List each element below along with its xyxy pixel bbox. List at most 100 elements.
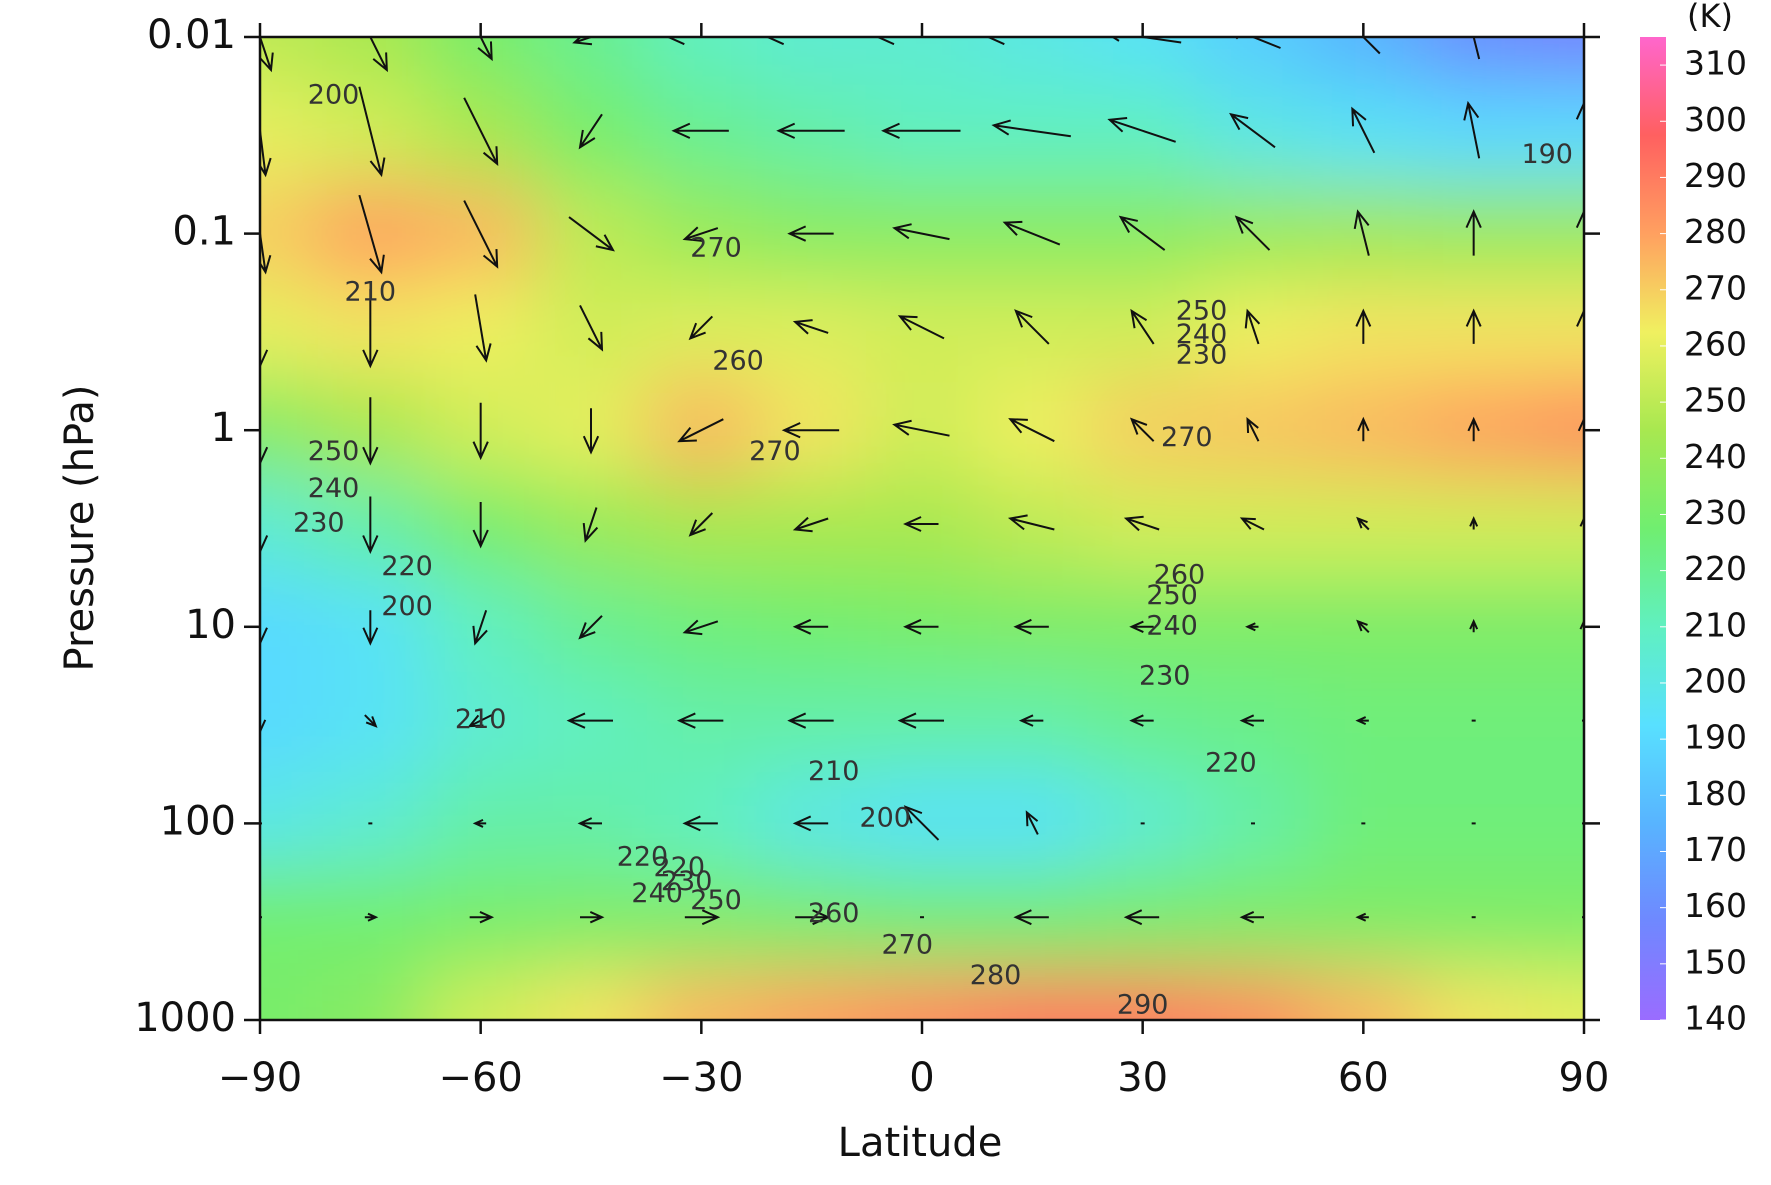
- wind-arrow: [1579, 618, 1584, 633]
- field-cell: [1528, 968, 1584, 1020]
- contour-label: 220: [653, 852, 705, 883]
- wind-arrow: [260, 397, 269, 466]
- contour-label: 260: [808, 898, 860, 929]
- wind-arrow: [362, 496, 379, 554]
- field-cell: [756, 575, 867, 674]
- contour-label: 240: [631, 878, 683, 909]
- field-cell: [646, 477, 757, 576]
- wind-arrow: [897, 712, 944, 729]
- field-cell: [756, 378, 867, 478]
- field-cell: [756, 280, 867, 379]
- contour-label: 250: [308, 436, 360, 467]
- wind-arrow: [472, 818, 487, 828]
- field-fill: [260, 37, 1584, 1020]
- field-cell: [866, 37, 978, 84]
- wind-arrow: [1465, 209, 1482, 256]
- y-tick-label: 0.1: [172, 209, 236, 255]
- wind-arrow: [1123, 515, 1160, 532]
- wind-arrow: [1118, 215, 1166, 251]
- field-cell: [1087, 378, 1198, 478]
- field-cell: [756, 968, 867, 1020]
- wind-arrow: [1013, 618, 1049, 635]
- wind-arrow: [463, 200, 499, 269]
- field-cell: [1087, 280, 1198, 379]
- field-cell: [260, 37, 316, 84]
- field-cell: [866, 83, 978, 183]
- contour-label: 240: [1146, 610, 1198, 641]
- wind-arrow: [795, 909, 831, 926]
- colorbar-tick-label: 270: [1684, 268, 1747, 307]
- wind-arrow: [1467, 416, 1480, 442]
- field-cell: [1087, 673, 1198, 773]
- contour-label: 240: [1176, 319, 1228, 350]
- field-cell: [866, 772, 978, 871]
- field-cell: [1418, 968, 1529, 1020]
- field-cell: [866, 280, 978, 379]
- x-tick-label: 0: [909, 1055, 934, 1101]
- wind-arrow: [1107, 117, 1176, 143]
- field-cell: [1528, 37, 1584, 84]
- field-cell: [1087, 870, 1198, 969]
- colorbar-tick-label: 160: [1684, 886, 1747, 925]
- field-cell: [866, 968, 978, 1020]
- field-cell: [1197, 772, 1309, 871]
- field-cell: [1418, 37, 1529, 84]
- wind-arrow: [1013, 909, 1049, 926]
- contour-labels: 2002102702502402302202002102602202102002…: [293, 80, 1573, 1021]
- contour-label: 250: [690, 885, 742, 916]
- wind-arrow: [684, 909, 721, 926]
- field-cell: [535, 280, 647, 379]
- field-cell: [425, 182, 536, 281]
- wind-arrow: [1463, 100, 1481, 159]
- wind-arrow: [1355, 912, 1369, 922]
- field-cell: [425, 870, 536, 969]
- field-cell: [260, 870, 316, 969]
- wind-arrow: [582, 507, 599, 543]
- wind-arrow: [260, 226, 272, 275]
- colorbar-tick-label: 260: [1684, 324, 1747, 363]
- y-tick-label: 10: [185, 602, 236, 648]
- field-cell: [1087, 575, 1198, 674]
- colorbar: [1640, 37, 1666, 1020]
- colorbar-tick-label: 240: [1684, 437, 1747, 476]
- field-cell: [260, 83, 316, 183]
- wind-arrow: [781, 422, 840, 439]
- field-cell: [1308, 477, 1419, 576]
- colorbar-tick-label: 310: [1684, 44, 1747, 83]
- wind-arrow: [260, 709, 267, 735]
- wind-arrow: [765, 37, 856, 46]
- wind-arrow: [677, 418, 724, 443]
- wind-arrow: [1576, 308, 1584, 344]
- wind-arrow: [472, 609, 488, 646]
- wind-arrow: [472, 502, 489, 549]
- contour-label: 230: [1176, 340, 1228, 371]
- wind-arrow: [1355, 308, 1372, 344]
- field-cell: [866, 673, 978, 773]
- field-cell: [646, 772, 757, 871]
- contour-label: 230: [293, 508, 345, 539]
- wind-arrow: [792, 319, 829, 335]
- wind-arrow: [1353, 209, 1370, 256]
- field-cell: [1418, 673, 1529, 773]
- wind-arrow: [688, 512, 714, 537]
- field-cell: [1087, 968, 1198, 1020]
- field-cell: [425, 673, 536, 773]
- wind-arrow: [991, 119, 1071, 138]
- field-cell: [756, 870, 867, 969]
- field-cell: [315, 772, 426, 871]
- wind-arrow: [1239, 517, 1265, 531]
- field-cell: [425, 968, 536, 1020]
- wind-arrow: [1245, 622, 1259, 632]
- field-cell: [646, 378, 757, 478]
- field-cell: [535, 37, 647, 84]
- field-cell: [1528, 477, 1584, 576]
- field-cell: [1528, 182, 1584, 281]
- wind-arrow: [474, 294, 492, 363]
- field-cell: [535, 870, 647, 969]
- wind-arrow: [578, 113, 603, 150]
- field-cell: [866, 870, 978, 969]
- wind-arrow: [1018, 714, 1044, 727]
- field-cell: [866, 378, 978, 478]
- wind-arrow: [897, 315, 945, 340]
- contour-label: 260: [712, 346, 764, 377]
